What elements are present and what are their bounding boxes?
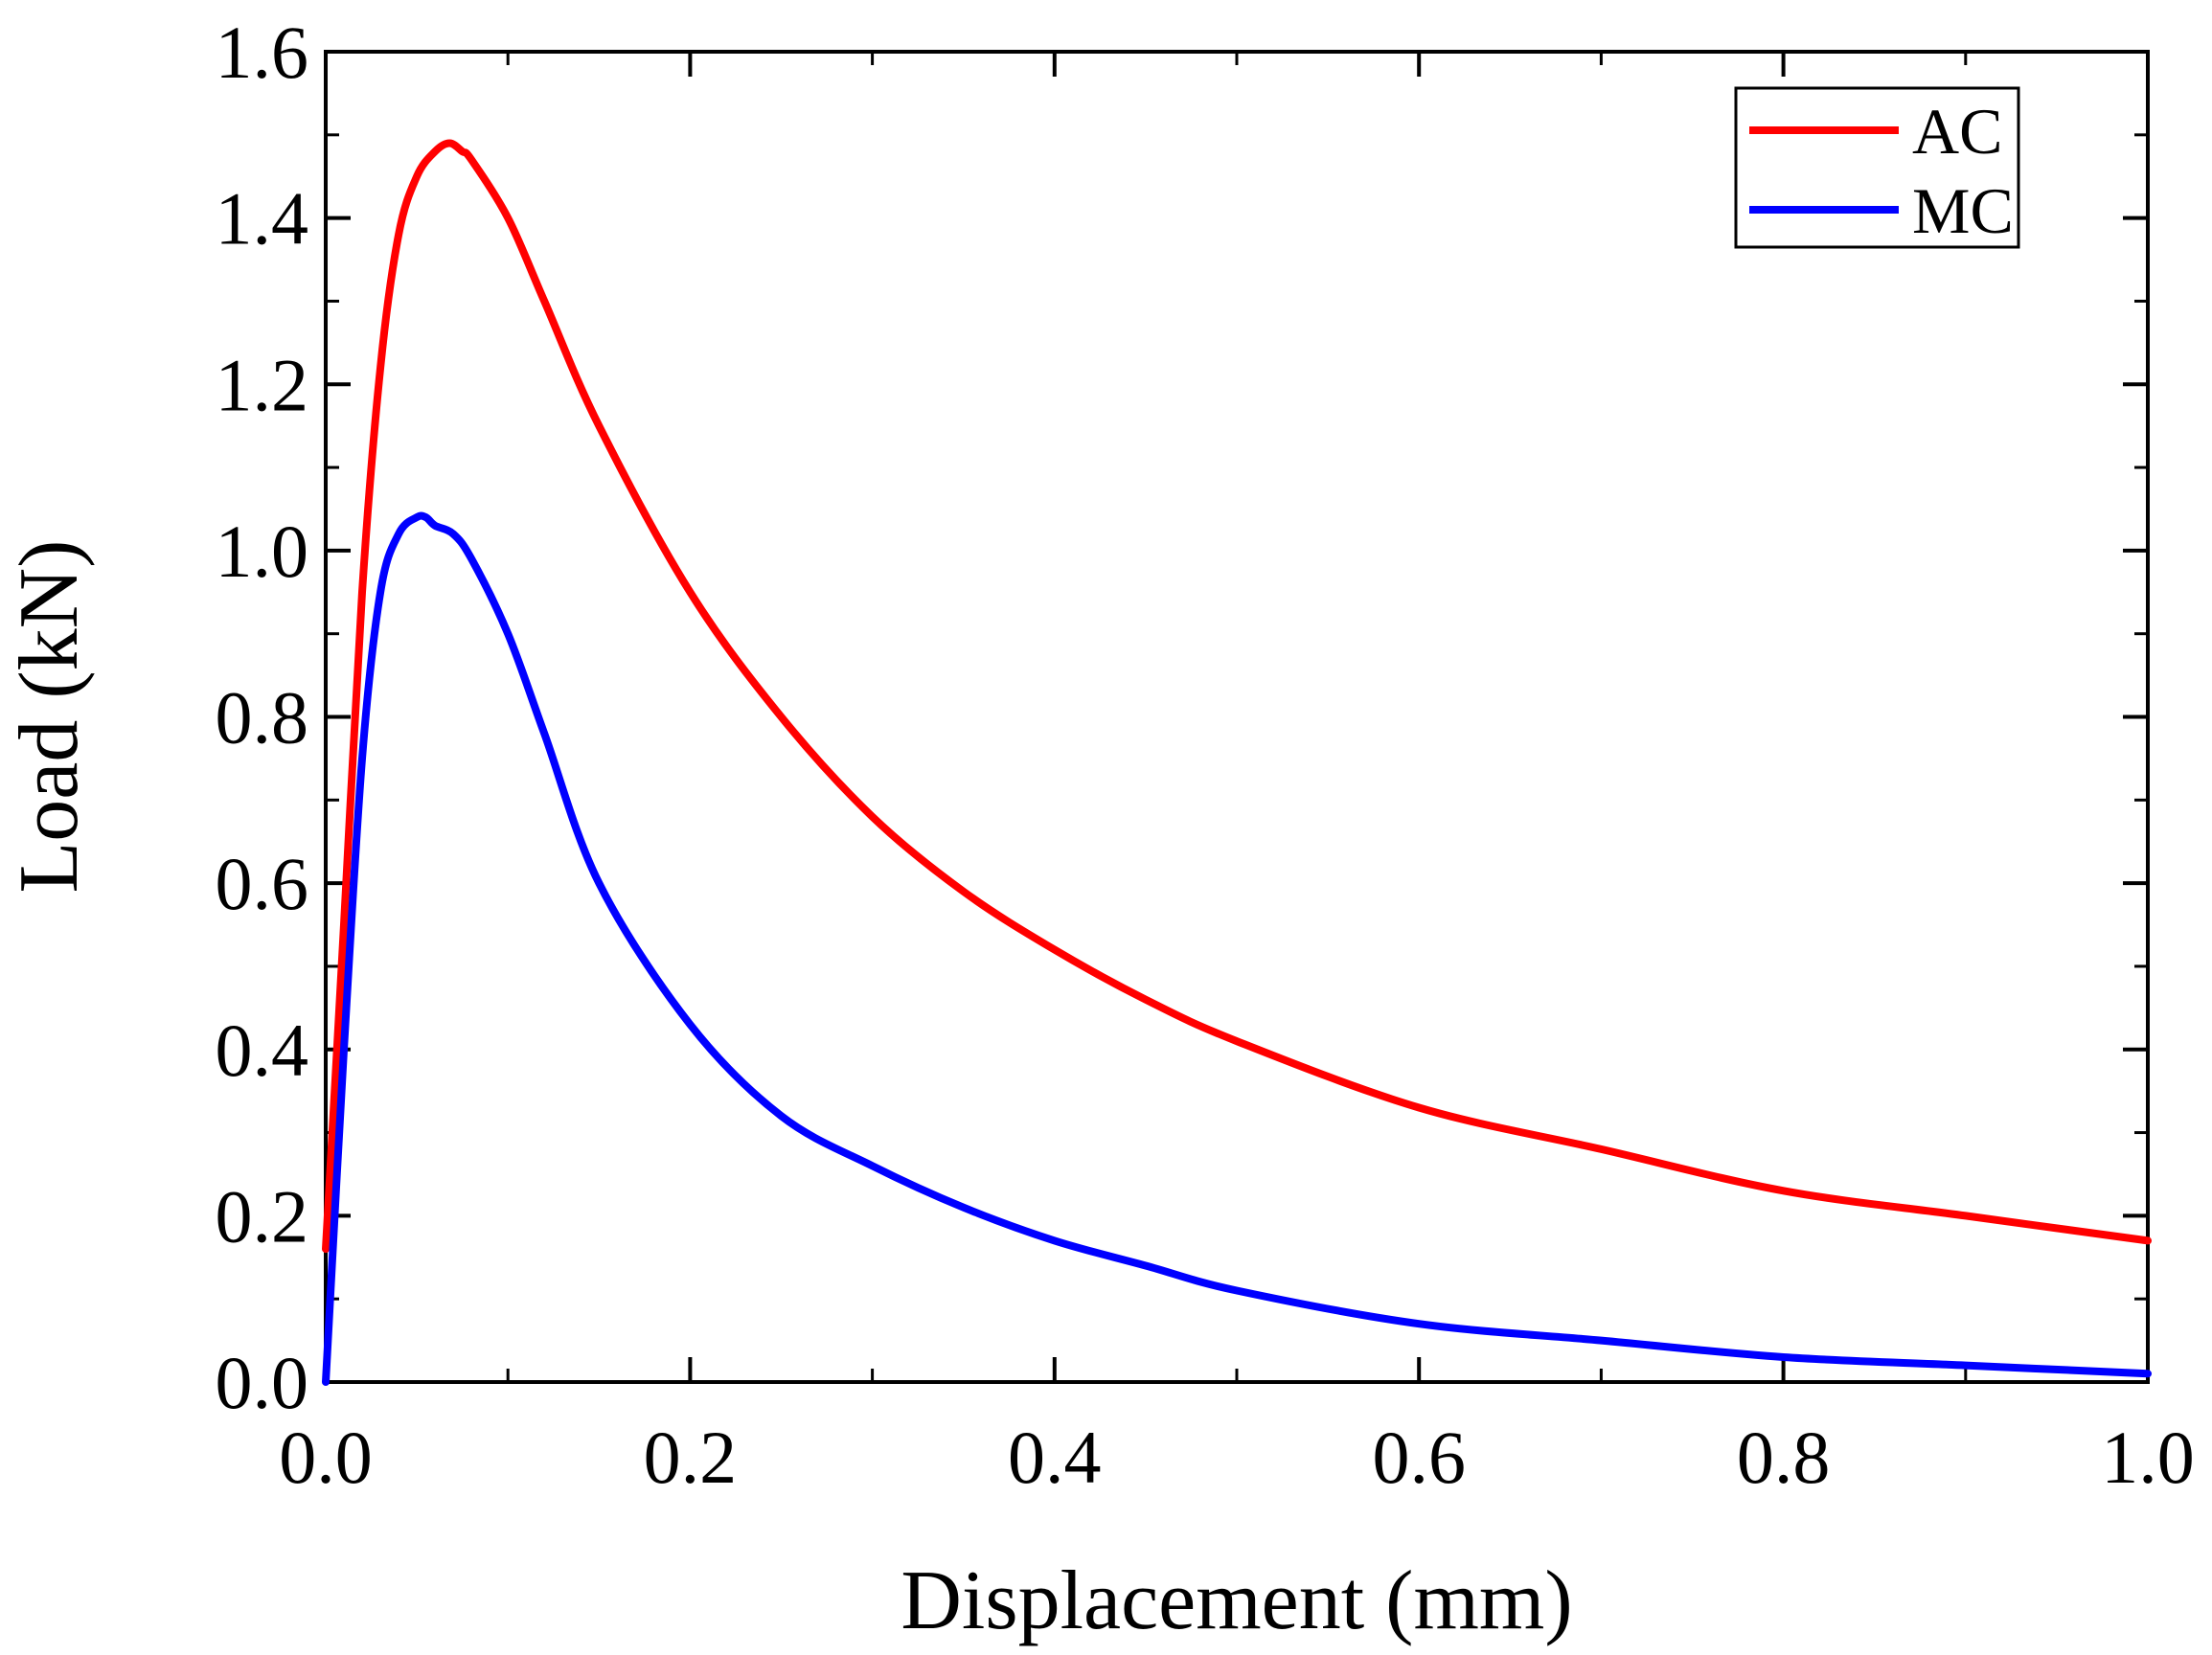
x-axis-title: Displacement (mm) (901, 1554, 1572, 1647)
y-tick-label: 1.2 (216, 343, 309, 426)
y-tick-label: 1.4 (216, 177, 309, 261)
legend-box (1734, 86, 2020, 249)
legend-label-mc: MC (1912, 174, 2014, 247)
x-tick-label: 0.2 (644, 1416, 738, 1499)
x-tick-label: 0.4 (1008, 1416, 1102, 1499)
legend-label-ac: AC (1912, 95, 2002, 168)
y-tick-label: 0.8 (216, 676, 309, 759)
x-tick-label: 0.8 (1737, 1416, 1831, 1499)
series-line-mc (322, 511, 2152, 1386)
series-lines (322, 139, 2152, 1386)
series-line-ac (322, 139, 2152, 1254)
legend: AC MC (1734, 86, 2020, 249)
x-tick-label: 0.6 (1372, 1416, 1466, 1499)
y-tick-label: 1.0 (216, 510, 309, 593)
plot-frame (324, 50, 2150, 1384)
x-tick-label: 1.0 (2101, 1416, 2195, 1499)
y-tick-label: 0.4 (216, 1009, 309, 1092)
y-tick-label: 1.6 (216, 11, 309, 94)
y-tick-label: 0.6 (216, 842, 309, 925)
y-axis-title: Load (kN) (3, 540, 96, 894)
y-tick-label: 0.2 (216, 1174, 309, 1258)
tick-labels: 0.0 0.2 0.4 0.6 0.8 1.0 0.0 0.2 0.4 0.6 0.8 1.0 1.2 1… (216, 11, 2195, 1499)
x-tick-label: 0.0 (279, 1416, 373, 1499)
ticks (324, 50, 2150, 1384)
y-tick-label: 0.0 (216, 1341, 309, 1424)
